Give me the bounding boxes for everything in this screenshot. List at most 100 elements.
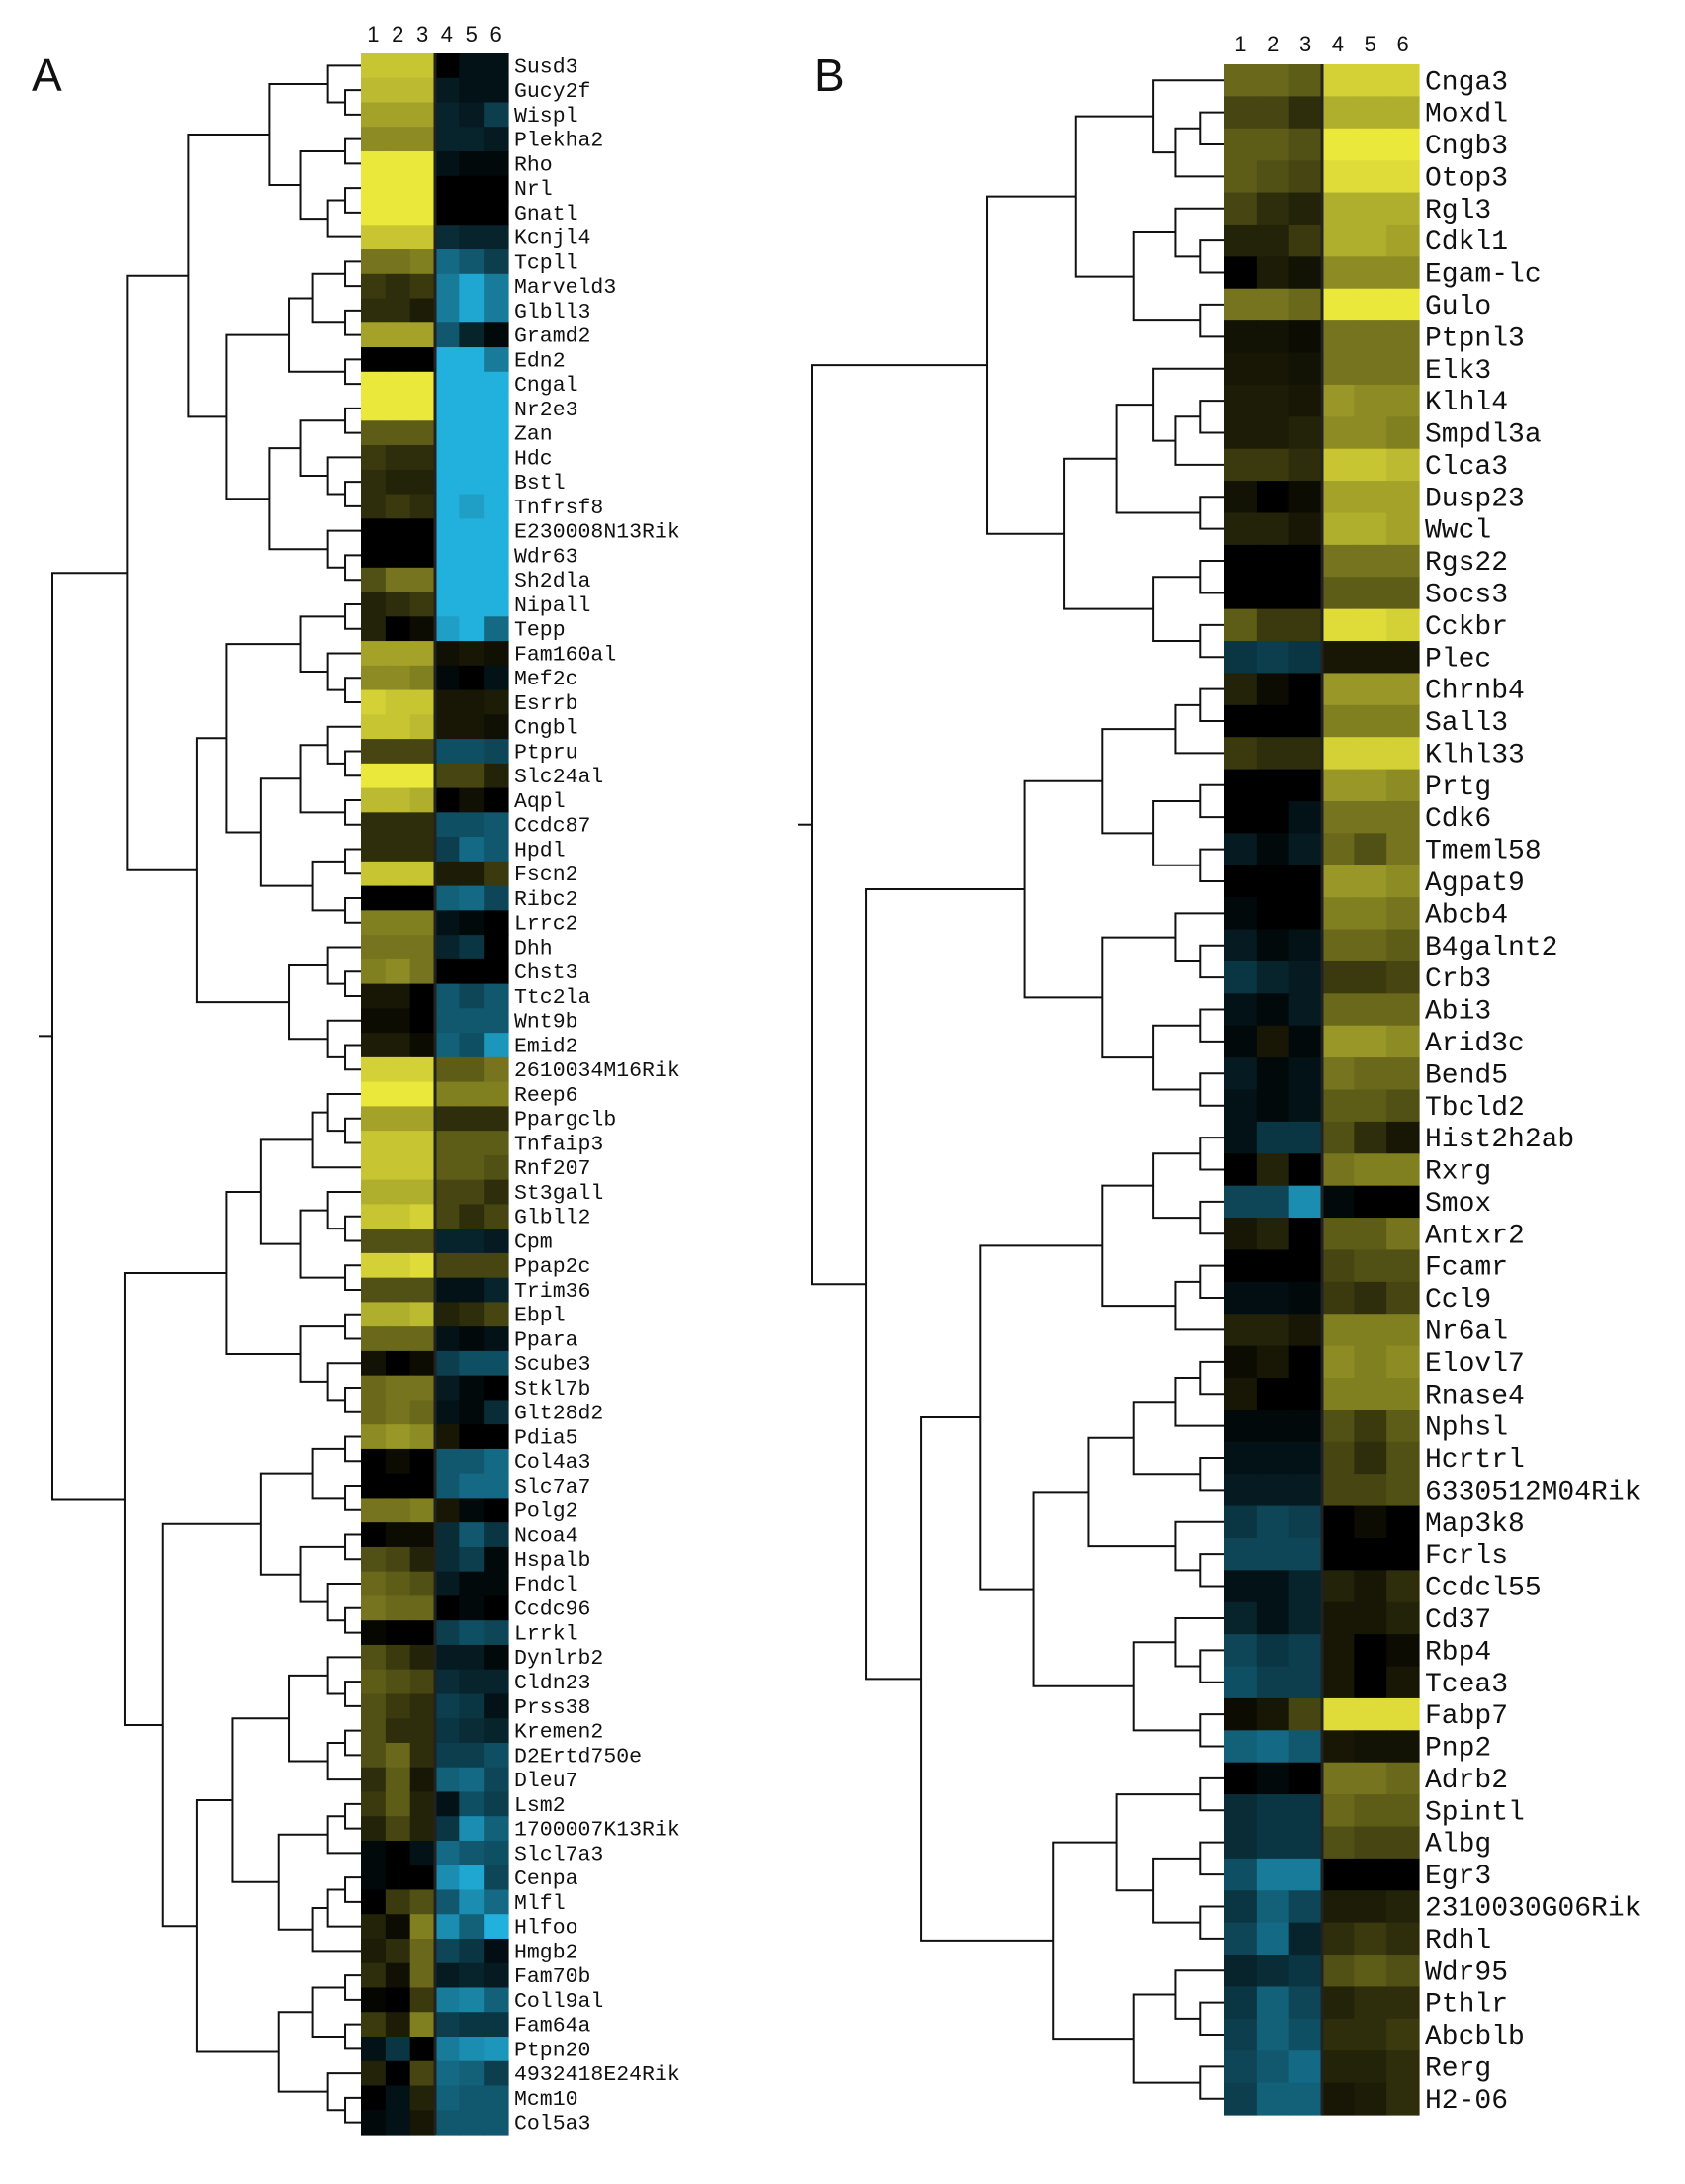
heatmap-cell [459, 1791, 485, 1817]
dendrogram-branch [1174, 415, 1224, 466]
dendrogram-branch [1132, 231, 1201, 322]
heatmap-cell [1288, 960, 1323, 994]
heatmap-cell [1354, 1025, 1387, 1058]
heatmap-cell [1321, 1505, 1355, 1539]
heatmap-cell [385, 53, 411, 79]
gene-label: Otop3 [1425, 163, 1508, 194]
gene-label: Rdhl [1425, 1926, 1491, 1956]
heatmap-cell [484, 273, 509, 300]
heatmap-row: Ebpl [361, 1302, 566, 1328]
dendrogram-branch [344, 1606, 361, 1634]
heatmap-cell [1386, 128, 1420, 161]
gene-label: Clca3 [1425, 452, 1508, 483]
gene-label: Plekha2 [514, 130, 603, 153]
gene-label: Ccdc96 [514, 1598, 590, 1622]
heatmap-cell [459, 127, 485, 152]
dendrogram-branch [1152, 1152, 1201, 1220]
heatmap-cell [484, 837, 509, 863]
dendrogram-branch [344, 848, 361, 875]
heatmap-cell [361, 1498, 387, 1523]
dendrogram-branch [979, 1244, 1103, 1591]
heatmap-cell [484, 420, 509, 446]
heatmap-cell [1288, 1537, 1323, 1571]
heatmap-cell [1354, 1570, 1387, 1603]
heatmap-cell [1256, 256, 1290, 290]
heatmap-cell [361, 958, 387, 985]
heatmap-cell [1288, 769, 1323, 802]
gene-label: Cnga3 [1425, 67, 1508, 98]
heatmap-cell [409, 1546, 436, 1573]
heatmap-cell [459, 1375, 485, 1402]
heatmap-row: Arid3c [1224, 1025, 1525, 1059]
gene-label: Nr6al [1425, 1317, 1508, 1347]
heatmap-cell [1321, 1601, 1355, 1635]
gene-label: Gulo [1425, 292, 1491, 322]
heatmap-cell [361, 273, 387, 300]
heatmap-cell [385, 763, 411, 789]
gene-label: Fam70b [514, 1965, 590, 1989]
dendrogram-branch [277, 2011, 328, 2093]
heatmap-cell [1224, 1666, 1258, 1699]
heatmap-row: Fabp7 [1224, 1697, 1508, 1732]
dendrogram-branch [1101, 1184, 1176, 1308]
gene-label: Tcpll [514, 251, 578, 275]
gene-label: Wispl [514, 105, 578, 129]
heatmap-cell [409, 1277, 436, 1303]
heatmap-cell [434, 543, 460, 569]
heatmap-cell [1256, 1666, 1290, 1699]
heatmap-cell [459, 1056, 485, 1083]
heatmap-cell [385, 616, 411, 642]
gene-label: Map3k8 [1425, 1509, 1525, 1540]
gene-label: Rerg [1425, 2053, 1491, 2084]
heatmap-cell [484, 127, 509, 152]
gene-label: Stkl7b [514, 1378, 590, 1402]
heatmap-cell [409, 861, 436, 887]
dendrogram-branch [1174, 1969, 1224, 2020]
heatmap-cell [1288, 929, 1323, 962]
heatmap-cell [1386, 1057, 1420, 1091]
panel-letter: A [32, 49, 62, 101]
heatmap-cell [385, 1889, 411, 1915]
heatmap-cell [484, 77, 509, 104]
heatmap-cell [1256, 224, 1290, 257]
gene-label: Hcrtrl [1425, 1445, 1525, 1476]
gene-label: Ttc2la [514, 986, 591, 1010]
dendrogram-branch [344, 481, 361, 507]
heatmap-cell [484, 200, 509, 226]
dendrogram-branch [1199, 1360, 1224, 1396]
heatmap-cell [1321, 416, 1355, 450]
heatmap-cell [1354, 1153, 1387, 1187]
heatmap-cell [1288, 833, 1323, 866]
heatmap-row: D2Ertd750e [361, 1742, 642, 1769]
heatmap-cell [385, 1131, 411, 1156]
heatmap-cell [1354, 960, 1387, 994]
heatmap-row: Mcm10 [361, 2085, 578, 2112]
gene-label: Socs3 [1425, 581, 1508, 611]
heatmap-cell [361, 371, 387, 398]
heatmap-cell [484, 1987, 509, 2013]
heatmap-cell [1386, 897, 1420, 931]
gene-label: Ccdcl55 [1425, 1574, 1542, 1604]
heatmap-row: Elk3 [1224, 352, 1491, 387]
heatmap-cell [1256, 704, 1290, 738]
heatmap-cell [1321, 1890, 1355, 1924]
heatmap-cell [1321, 1089, 1355, 1123]
heatmap-cell [1354, 800, 1387, 834]
heatmap-row: E230008N13Rik [361, 518, 680, 545]
heatmap-row: Ptpru [361, 739, 578, 765]
heatmap-cell [1386, 1570, 1420, 1603]
heatmap-cell [484, 641, 509, 667]
dendrogram-branch [344, 1387, 361, 1413]
heatmap-cell [385, 249, 411, 275]
heatmap-cell [385, 1350, 411, 1377]
heatmap-cell [1354, 1762, 1387, 1795]
heatmap-cell [434, 1962, 460, 1989]
heatmap-cell [434, 739, 460, 765]
heatmap-cell [1256, 1601, 1290, 1635]
heatmap-cell [484, 1277, 509, 1303]
heatmap-cell [1321, 481, 1355, 514]
heatmap-cell [1386, 1185, 1420, 1219]
heatmap-cell [1224, 2082, 1258, 2116]
heatmap-cell [361, 151, 387, 177]
